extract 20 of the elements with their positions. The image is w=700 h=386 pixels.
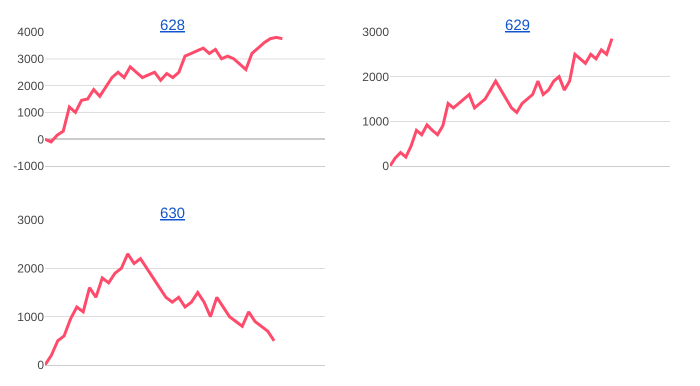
y-tick-label: 1000 xyxy=(362,114,390,129)
chart-title: 628 xyxy=(160,17,186,34)
y-tick-label: 2000 xyxy=(17,262,44,276)
chart-title: 629 xyxy=(504,17,530,34)
y-tick-label: 3000 xyxy=(17,213,44,228)
y-tick-label: 1000 xyxy=(17,106,44,120)
line-series xyxy=(390,37,614,166)
y-tick-label: 2000 xyxy=(17,78,44,93)
line-series xyxy=(45,36,284,144)
y-tick-label: 1000 xyxy=(17,310,44,324)
line-series xyxy=(45,252,276,365)
y-tick-label: 0 xyxy=(37,132,44,146)
chart-title: 630 xyxy=(160,205,186,222)
y-tick-label: 3000 xyxy=(362,25,390,40)
y-tick-label: 0 xyxy=(37,358,44,372)
y-tick-label: 0 xyxy=(382,159,390,174)
y-tick-label: 2000 xyxy=(362,70,390,84)
y-tick-label: 4000 xyxy=(17,25,44,40)
y-tick-label: -1000 xyxy=(13,159,44,174)
y-tick-label: 3000 xyxy=(17,52,44,66)
